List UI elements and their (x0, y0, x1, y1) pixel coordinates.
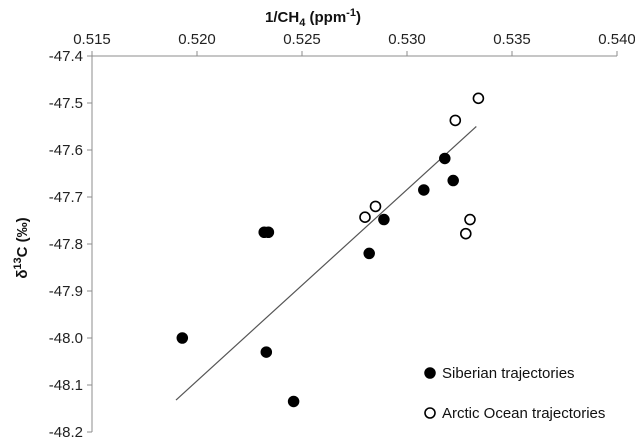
y-tick-label: -48.1 (49, 377, 83, 394)
legend-label-siberian: Siberian trajectories (442, 365, 575, 382)
y-tick-label: -47.6 (49, 142, 83, 159)
arctic-ocean-point (459, 227, 472, 240)
y-axis-title-end: C (‰) (14, 217, 31, 257)
x-tick-label: 0.540 (598, 31, 635, 48)
x-tick-label: 0.520 (178, 31, 216, 48)
x-axis-title: 1/CH4 (ppm-1) (265, 7, 361, 29)
x-axis-title-sup: -1 (346, 7, 356, 19)
siberian-point (363, 247, 375, 260)
siberian-point (439, 152, 451, 165)
arctic-ocean-point (369, 200, 382, 213)
siberian-point (287, 395, 300, 408)
siberian-point (262, 226, 275, 238)
legend: Siberian trajectories Arctic Ocean traje… (424, 365, 605, 422)
siberian-point (378, 213, 390, 226)
x-tick-label: 0.525 (283, 31, 321, 48)
siberian-point (447, 174, 459, 187)
arctic-ocean-point (359, 211, 371, 224)
x-axis-title-base: 1/CH (265, 9, 299, 26)
arctic-ocean-point (472, 92, 485, 105)
siberian-point (418, 184, 430, 196)
siberian-point (260, 346, 273, 358)
data-points (176, 92, 485, 408)
legend-label-arctic: Arctic Ocean trajectories (442, 405, 605, 422)
legend-marker-siberian (424, 367, 436, 379)
x-axis-title-mid: (ppm (305, 9, 346, 26)
y-tick-label: -47.8 (49, 236, 83, 253)
y-tick-label: -47.4 (49, 48, 83, 65)
y-axis: -47.4 -47.5 -47.6 -47.7 -47.8 -47.9 -48.0 -48.1… (49, 48, 93, 437)
y-axis-title: δ13C (‰) (12, 217, 31, 278)
y-tick-label: -48.2 (49, 424, 83, 437)
y-axis-title-sup: 13 (12, 257, 24, 269)
x-axis-title-end: ) (356, 9, 361, 26)
trendline (175, 126, 477, 401)
trendline-group (175, 126, 477, 401)
arctic-ocean-point (449, 114, 462, 127)
x-axis: 0.515 0.520 0.525 0.530 0.535 0.540 (73, 31, 635, 57)
x-tick-label: 0.515 (73, 31, 111, 48)
y-tick-label: -47.9 (49, 283, 83, 300)
arctic-ocean-point (464, 213, 476, 226)
legend-marker-arctic (424, 407, 436, 419)
x-tick-label: 0.535 (493, 31, 531, 48)
y-tick-label: -48.0 (49, 330, 83, 347)
x-tick-label: 0.530 (388, 31, 426, 48)
x-axis-title-sub: 4 (299, 17, 306, 29)
siberian-point (176, 332, 189, 344)
y-axis-title-base: δ (14, 270, 31, 279)
y-tick-label: -47.7 (49, 189, 83, 206)
y-tick-label: -47.5 (49, 95, 83, 112)
